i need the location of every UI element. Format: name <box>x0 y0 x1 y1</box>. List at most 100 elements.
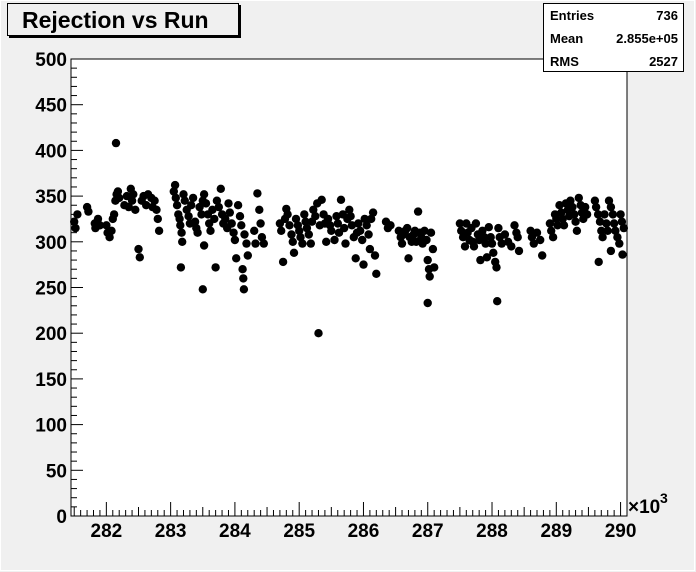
x-tick-label: 282 <box>91 521 123 542</box>
data-point <box>300 210 309 219</box>
x-tick-label: 283 <box>155 521 187 542</box>
data-point <box>351 254 360 263</box>
data-point <box>362 221 371 230</box>
data-point <box>358 235 367 245</box>
stats-label-mean: Mean <box>550 31 584 46</box>
data-point <box>257 233 267 242</box>
data-point <box>197 210 206 219</box>
data-point <box>480 233 489 242</box>
data-point <box>115 193 124 203</box>
data-point <box>600 210 609 219</box>
x-tick-label: 288 <box>476 521 508 542</box>
data-point <box>609 219 619 228</box>
data-point <box>237 221 246 230</box>
data-point <box>169 187 178 196</box>
data-point <box>105 233 114 242</box>
data-point <box>221 214 230 224</box>
data-point <box>278 257 288 267</box>
data-point <box>256 219 265 228</box>
data-point <box>195 202 204 212</box>
data-point <box>210 214 219 224</box>
data-point <box>322 237 331 246</box>
data-point <box>606 202 616 212</box>
data-point <box>570 210 579 219</box>
data-point <box>420 226 429 235</box>
data-point <box>233 201 243 210</box>
data-point <box>111 138 121 148</box>
data-point <box>430 263 439 272</box>
chart-title-box: Rejection vs Run <box>7 3 239 36</box>
x-tick-label: 289 <box>540 521 572 542</box>
data-point <box>602 219 611 228</box>
data-point <box>345 205 354 214</box>
x-tick-label: 284 <box>219 521 251 542</box>
data-point <box>298 239 307 248</box>
data-point <box>341 239 350 248</box>
x-tick-label: 286 <box>348 521 380 542</box>
data-point <box>532 228 542 237</box>
data-point <box>134 244 143 254</box>
data-point <box>95 221 105 230</box>
stats-value-mean: 2.855e+05 <box>616 31 678 46</box>
data-point <box>317 195 326 204</box>
data-point <box>212 196 222 205</box>
data-point <box>603 226 612 235</box>
data-point <box>413 207 423 216</box>
data-point <box>469 242 479 251</box>
data-point <box>492 263 501 272</box>
data-point <box>152 205 161 214</box>
data-point <box>175 214 184 224</box>
stats-row-mean: Mean 2.855e+05 <box>544 27 683 49</box>
data-point <box>359 260 368 269</box>
data-point <box>476 255 485 265</box>
data-point <box>593 210 603 219</box>
data-point <box>538 251 547 260</box>
data-point <box>595 217 605 226</box>
data-point <box>102 221 111 230</box>
data-point <box>568 202 577 212</box>
data-point <box>500 230 510 239</box>
y-tick-label: 50 <box>46 461 67 482</box>
data-point <box>423 255 432 265</box>
stats-value-entries: 736 <box>656 8 678 23</box>
data-point <box>216 184 225 193</box>
data-point <box>558 214 567 224</box>
data-point <box>617 217 627 226</box>
data-point <box>153 214 162 224</box>
data-point <box>306 239 315 248</box>
data-point <box>460 242 470 251</box>
x-axis-exponent-power: 3 <box>660 490 668 506</box>
y-tick-label: 400 <box>35 141 67 162</box>
x-axis-exponent-label: ×10 3 <box>628 490 668 518</box>
data-point <box>314 329 323 338</box>
chart-title: Rejection vs Run <box>22 7 209 33</box>
data-point <box>131 205 140 214</box>
data-point <box>493 297 502 306</box>
data-point <box>250 226 259 235</box>
data-point <box>178 237 187 246</box>
data-point <box>365 244 375 254</box>
data-point <box>336 195 346 204</box>
y-tick-label: 250 <box>35 279 67 300</box>
data-point <box>457 226 466 235</box>
data-point <box>198 285 207 294</box>
data-point <box>259 239 268 248</box>
data-point <box>154 226 164 235</box>
data-point <box>302 223 312 233</box>
data-point <box>330 235 339 245</box>
data-point <box>73 210 82 219</box>
data-point <box>235 212 245 221</box>
data-point <box>507 242 516 251</box>
data-point <box>422 235 431 245</box>
data-point <box>552 214 561 224</box>
data-point <box>289 248 299 257</box>
data-point <box>478 226 487 235</box>
data-point <box>594 257 603 267</box>
data-point <box>225 208 234 217</box>
data-point <box>497 239 506 248</box>
data-point <box>598 233 607 242</box>
data-point <box>611 226 620 235</box>
data-point <box>229 228 238 237</box>
data-point <box>208 205 217 214</box>
data-point <box>526 226 535 235</box>
